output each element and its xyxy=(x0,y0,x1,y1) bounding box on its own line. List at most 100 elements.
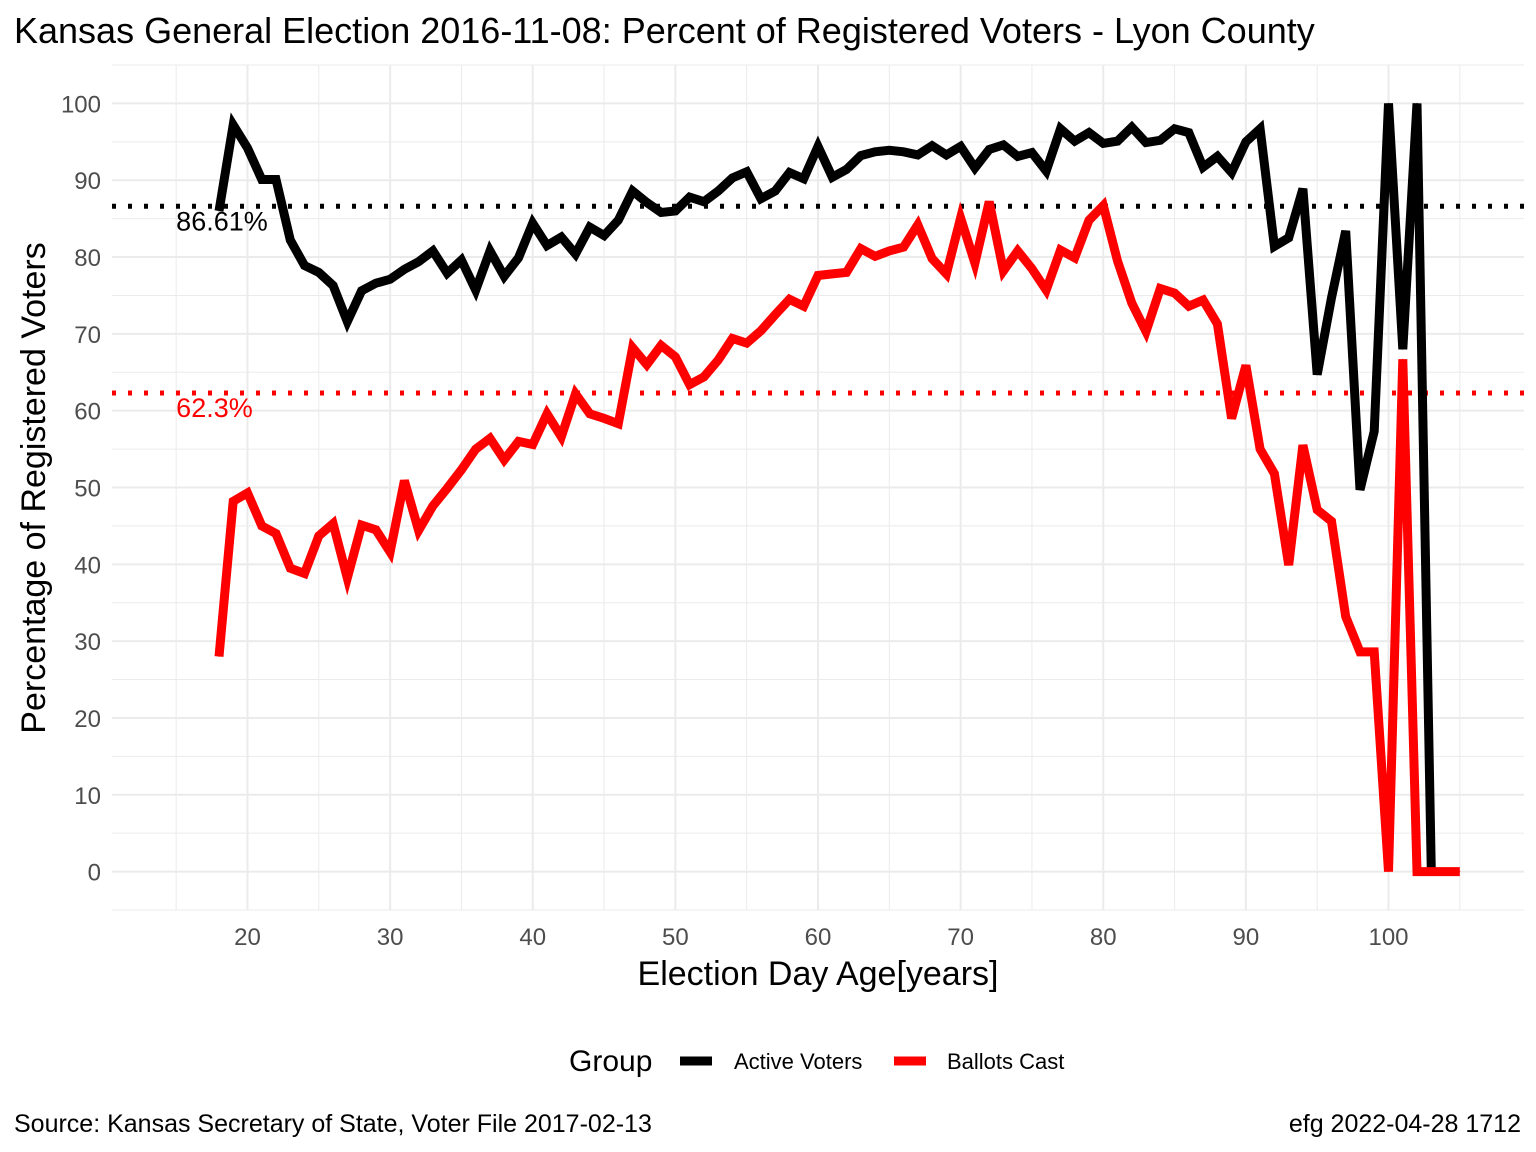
data-point-active-voters xyxy=(1102,142,1104,144)
data-point-active-voters xyxy=(617,219,619,221)
data-point-ballots-cast xyxy=(246,492,248,494)
data-point-ballots-cast xyxy=(589,413,591,415)
data-point-active-voters xyxy=(460,259,462,261)
data-point-ballots-cast xyxy=(1359,651,1361,653)
data-point-active-voters xyxy=(945,154,947,156)
data-point-ballots-cast xyxy=(489,437,491,439)
y-tick-label: 80 xyxy=(74,245,101,272)
x-axis-title: Election Day Age[years] xyxy=(638,955,999,993)
data-point-ballots-cast xyxy=(403,480,405,482)
data-point-ballots-cast xyxy=(1188,305,1190,307)
data-point-ballots-cast xyxy=(1273,473,1275,475)
data-point-ballots-cast xyxy=(632,347,634,349)
data-point-ballots-cast xyxy=(988,201,990,203)
data-point-ballots-cast xyxy=(760,330,762,332)
data-point-ballots-cast xyxy=(689,384,691,386)
data-point-active-voters xyxy=(917,154,919,156)
data-point-ballots-cast xyxy=(1430,871,1432,873)
data-point-active-voters xyxy=(860,155,862,157)
data-point-active-voters xyxy=(632,190,634,192)
data-point-active-voters xyxy=(1174,128,1176,130)
data-point-active-voters xyxy=(960,145,962,147)
data-point-active-voters xyxy=(660,211,662,213)
data-point-active-voters xyxy=(361,290,363,292)
data-point-ballots-cast xyxy=(503,459,505,461)
y-tick-label: 40 xyxy=(74,552,101,579)
data-point-active-voters xyxy=(831,176,833,178)
data-point-active-voters xyxy=(1145,142,1147,144)
y-axis-ticks: 0 10 20 30 40 50 60 70 80 90 100 xyxy=(61,91,101,886)
data-point-ballots-cast xyxy=(1045,289,1047,291)
data-point-active-voters xyxy=(803,178,805,180)
x-tick-label: 60 xyxy=(805,924,832,951)
data-point-ballots-cast xyxy=(1402,358,1404,360)
source-caption: Source: Kansas Secretary of State, Voter… xyxy=(14,1110,652,1138)
data-point-ballots-cast xyxy=(846,271,848,273)
data-point-ballots-cast xyxy=(1117,260,1119,262)
x-tick-label: 80 xyxy=(1090,924,1117,951)
data-point-active-voters xyxy=(1345,230,1347,232)
data-point-active-voters xyxy=(1002,144,1004,146)
data-point-ballots-cast xyxy=(860,248,862,250)
data-point-ballots-cast xyxy=(1373,651,1375,653)
data-point-active-voters xyxy=(1117,140,1119,142)
data-point-active-voters xyxy=(418,261,420,263)
data-point-active-voters xyxy=(446,272,448,274)
data-point-active-voters xyxy=(874,151,876,153)
data-point-active-voters xyxy=(903,151,905,153)
data-point-ballots-cast xyxy=(475,448,477,450)
data-point-active-voters xyxy=(1202,166,1204,168)
data-point-ballots-cast xyxy=(418,530,420,532)
legend: Group Active Voters Ballots Cast xyxy=(569,1045,1064,1078)
data-point-ballots-cast xyxy=(275,533,277,535)
data-point-ballots-cast xyxy=(346,577,348,579)
data-point-ballots-cast xyxy=(1074,257,1076,259)
data-point-active-voters xyxy=(1402,348,1404,350)
data-point-ballots-cast xyxy=(532,443,534,445)
y-tick-label: 30 xyxy=(74,629,101,656)
data-point-ballots-cast xyxy=(1102,205,1104,207)
reference-label-1: 62.3% xyxy=(176,393,253,423)
data-point-active-voters xyxy=(1088,132,1090,134)
data-point-active-voters xyxy=(1216,155,1218,157)
series-lines xyxy=(214,102,1461,877)
data-point-active-voters xyxy=(1074,140,1076,142)
data-point-ballots-cast xyxy=(389,551,391,553)
data-point-active-voters xyxy=(346,321,348,323)
x-tick-label: 30 xyxy=(377,924,404,951)
data-point-active-voters xyxy=(403,268,405,270)
data-point-active-voters xyxy=(817,145,819,147)
data-point-ballots-cast xyxy=(831,273,833,275)
data-point-active-voters xyxy=(275,178,277,180)
data-point-active-voters xyxy=(1388,102,1390,104)
data-point-active-voters xyxy=(974,167,976,169)
data-point-active-voters xyxy=(489,250,491,252)
data-point-active-voters xyxy=(674,210,676,212)
y-tick-label: 0 xyxy=(88,860,101,887)
data-point-active-voters xyxy=(931,145,933,147)
data-point-ballots-cast xyxy=(560,436,562,438)
data-point-active-voters xyxy=(546,245,548,247)
data-point-ballots-cast xyxy=(717,359,719,361)
data-point-ballots-cast xyxy=(803,305,805,307)
data-point-ballots-cast xyxy=(1231,417,1233,419)
y-tick-label: 20 xyxy=(74,706,101,733)
data-point-ballots-cast xyxy=(774,314,776,316)
data-point-ballots-cast xyxy=(1002,270,1004,272)
x-tick-label: 90 xyxy=(1233,924,1260,951)
legend-label-active-voters: Active Voters xyxy=(734,1049,862,1074)
data-point-ballots-cast xyxy=(1245,364,1247,366)
reference-lines xyxy=(112,203,1524,396)
data-point-active-voters xyxy=(246,147,248,149)
data-point-ballots-cast xyxy=(1159,288,1161,290)
data-point-ballots-cast xyxy=(603,417,605,419)
data-point-active-voters xyxy=(603,235,605,237)
x-tick-label: 20 xyxy=(234,924,261,951)
data-point-active-voters xyxy=(289,239,291,241)
data-point-ballots-cast xyxy=(1345,616,1347,618)
data-point-ballots-cast xyxy=(817,274,819,276)
data-point-active-voters xyxy=(1031,152,1033,154)
data-point-active-voters xyxy=(1059,128,1061,130)
data-point-active-voters xyxy=(218,210,220,212)
data-point-ballots-cast xyxy=(874,255,876,257)
